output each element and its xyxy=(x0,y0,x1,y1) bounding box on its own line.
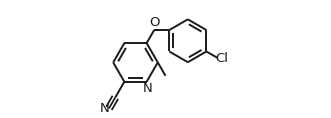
Text: N: N xyxy=(142,82,152,95)
Text: N: N xyxy=(100,102,110,115)
Text: Cl: Cl xyxy=(215,52,228,65)
Text: O: O xyxy=(149,16,160,29)
